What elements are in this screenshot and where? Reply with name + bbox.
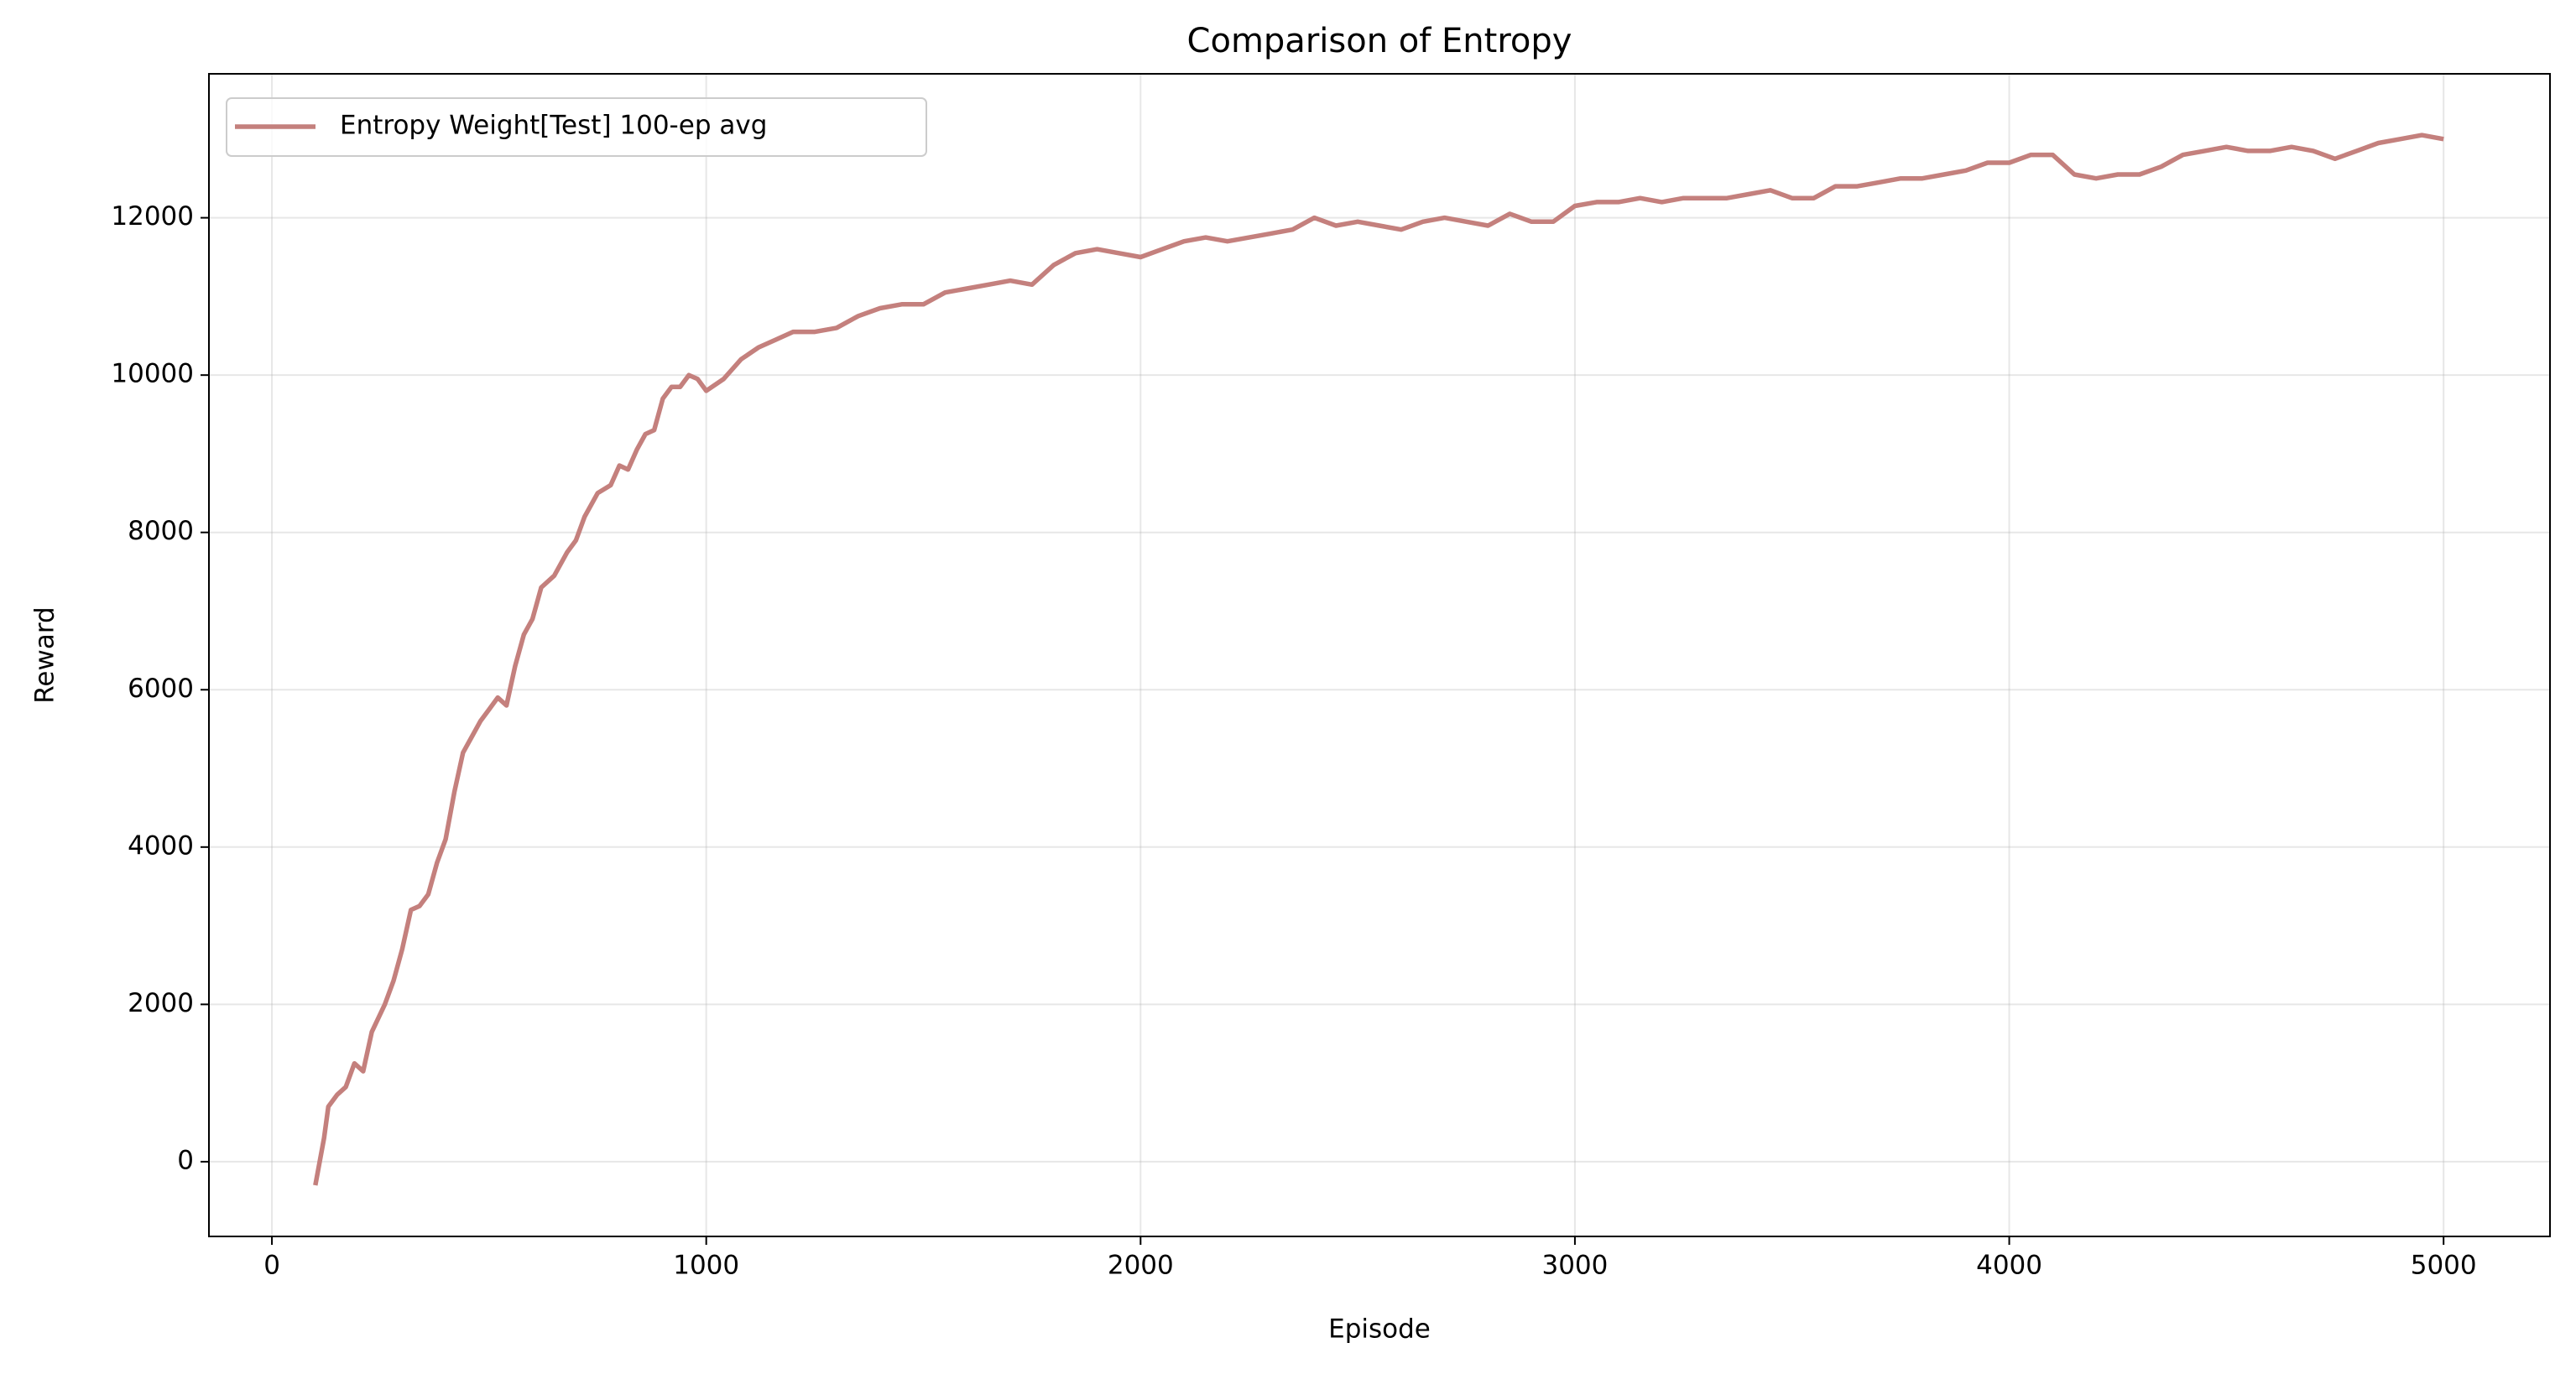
x-tick-label: 0 [263,1251,280,1281]
line-series [313,133,2444,1186]
y-tick-label: 6000 [128,674,194,704]
plot-frame [208,73,2551,1237]
y-tick-label: 10000 [111,359,194,389]
y-tick-label: 4000 [128,830,194,861]
x-tick-label: 2000 [1108,1251,1174,1281]
legend-box [226,97,927,157]
legend-label: Entropy Weight[Test] 100-ep avg [340,111,767,141]
y-tick-label: 2000 [128,988,194,1018]
x-tick-label: 5000 [2411,1251,2477,1281]
y-axis-label: Reward [30,606,60,703]
x-axis-label: Episode [1328,1314,1431,1345]
x-tick-label: 3000 [1541,1251,1608,1281]
chart-title: Comparison of Entropy [1187,22,1572,60]
y-tick-label: 8000 [128,516,194,546]
x-tick-label: 1000 [673,1251,739,1281]
y-tick-label: 12000 [111,201,194,232]
y-tick-label: 0 [177,1145,194,1175]
x-tick-label: 4000 [1976,1251,2042,1281]
